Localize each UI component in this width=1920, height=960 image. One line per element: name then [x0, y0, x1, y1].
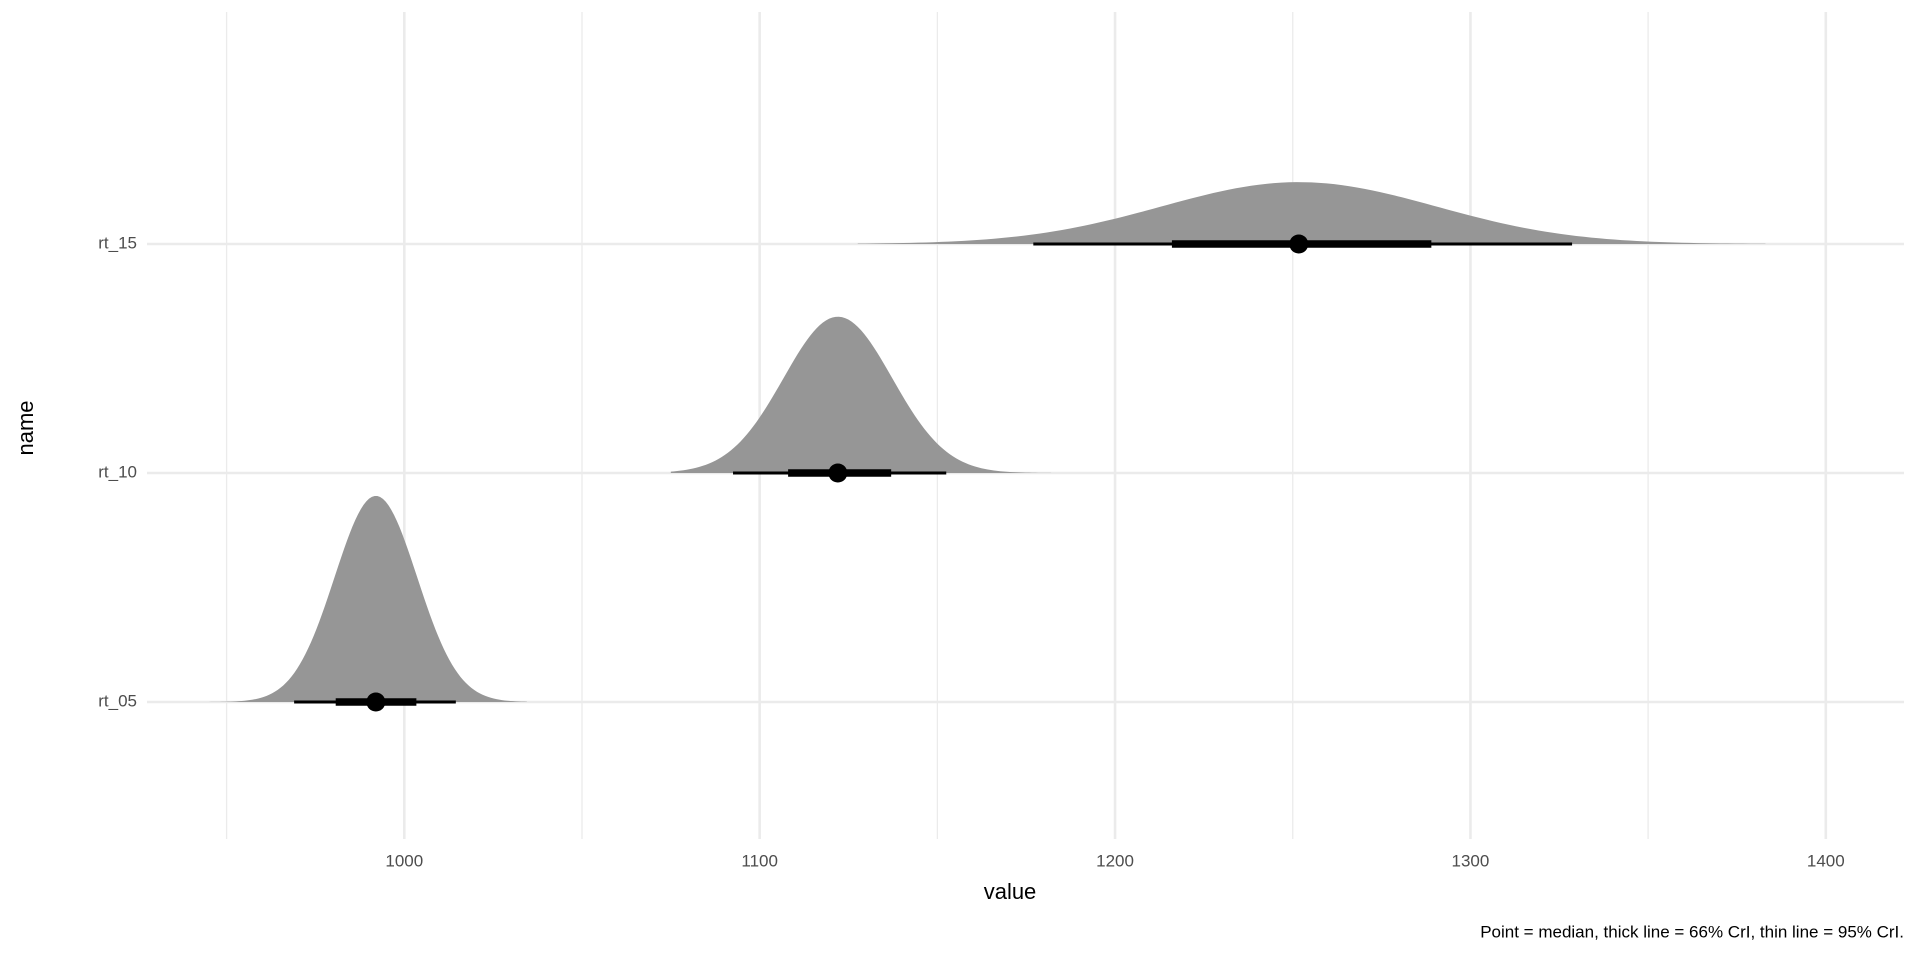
y-tick-label: rt_15 [98, 233, 137, 252]
median-point [1289, 234, 1309, 254]
x-axis-title: value [984, 879, 1037, 904]
median-point [366, 692, 386, 712]
median-point [828, 463, 848, 483]
density [670, 316, 1052, 473]
x-tick-label: 1100 [741, 851, 778, 870]
x-tick-label: 1200 [1096, 851, 1134, 870]
x-tick-label: 1300 [1452, 851, 1490, 870]
grid [147, 12, 1904, 839]
density [857, 182, 1766, 244]
x-tick-label: 1000 [385, 851, 423, 870]
caption: Point = median, thick line = 66% CrI, th… [1480, 922, 1904, 941]
x-tick-label: 1400 [1807, 851, 1845, 870]
y-tick-label: rt_10 [98, 462, 137, 481]
marks [194, 182, 1766, 712]
y-tick-label: rt_05 [98, 691, 137, 710]
density [194, 496, 527, 702]
y-axis-title: name [13, 400, 38, 455]
